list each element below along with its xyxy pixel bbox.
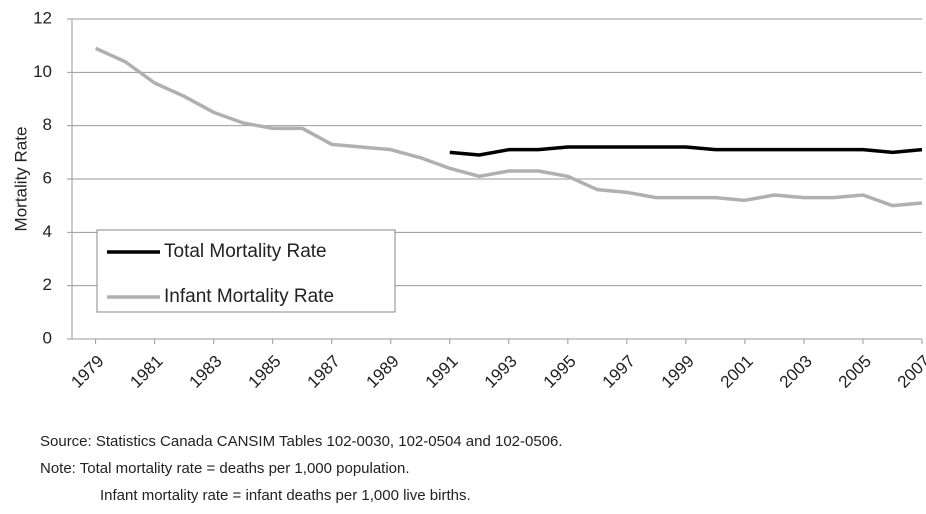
y-tick-label: 4 (43, 222, 52, 241)
legend-label: Infant Mortality Rate (164, 286, 334, 307)
y-axis-label: Mortality Rate (11, 127, 30, 232)
x-tick-label: 1983 (185, 352, 225, 392)
series-line (94, 46, 923, 208)
x-tick-label: 2003 (776, 352, 816, 392)
y-tick-label: 10 (33, 62, 52, 81)
note: Infant mortality rate = infant deaths pe… (100, 487, 471, 504)
legend-label: Total Mortality Rate (164, 241, 327, 262)
x-tick-label: 1993 (481, 352, 521, 392)
x-tick-label: 2005 (835, 352, 875, 392)
x-tick-label: 1981 (126, 352, 166, 392)
x-tick-label: 1999 (658, 352, 698, 392)
y-tick-label: 8 (43, 115, 52, 134)
y-tick-label: 12 (33, 8, 52, 27)
x-tick-label: 2007 (894, 352, 926, 392)
x-tick-label: 1997 (599, 352, 639, 392)
x-tick-label: 1987 (304, 352, 344, 392)
note: Source: Statistics Canada CANSIM Tables … (40, 433, 563, 450)
note: Note: Total mortality rate = deaths per … (40, 460, 410, 477)
y-tick-label: 0 (43, 328, 52, 347)
x-tick-label: 1995 (540, 352, 580, 392)
x-tick-label: 1989 (363, 352, 403, 392)
x-tick-label: 1991 (422, 352, 462, 392)
x-tick-label: 1985 (245, 352, 285, 392)
x-tick-label: 1979 (67, 352, 107, 392)
y-tick-label: 2 (43, 275, 52, 294)
series-line (449, 145, 923, 157)
y-tick-label: 6 (43, 168, 52, 187)
x-tick-label: 2001 (717, 352, 757, 392)
